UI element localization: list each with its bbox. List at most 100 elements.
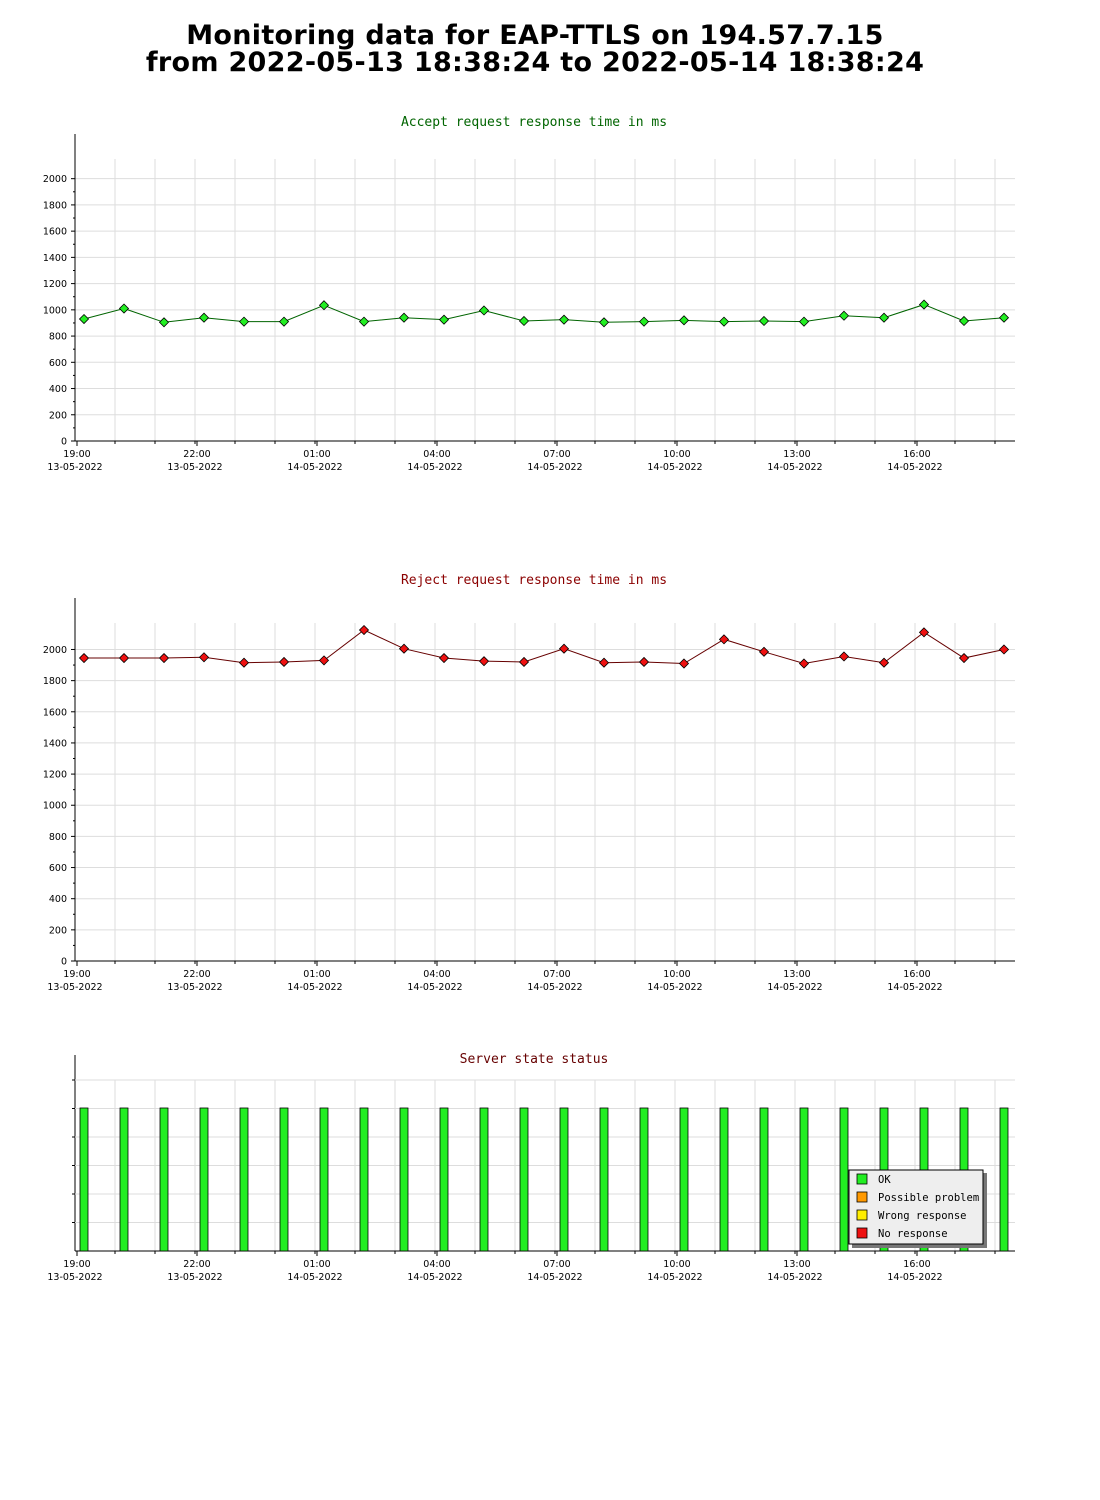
accept-title: Accept request response time in ms	[401, 115, 667, 130]
accept-data-point	[638, 316, 650, 327]
status-bar-ok	[439, 1107, 449, 1252]
status-x-tick-date: 13-05-2022	[47, 1272, 102, 1283]
reject-x-tick-time: 19:00	[63, 969, 90, 980]
accept-data-point	[438, 314, 450, 325]
accept-data-point	[998, 312, 1010, 323]
reject-x-tick-date: 14-05-2022	[407, 982, 462, 993]
accept-y-tick-label: 200	[49, 410, 67, 421]
accept-data-point	[518, 315, 530, 327]
accept-y-tick-label: 1400	[43, 253, 67, 264]
accept-data-point	[878, 312, 890, 323]
status-x-tick-time: 10:00	[663, 1259, 690, 1270]
reject-data-point	[78, 652, 90, 664]
status-bar-ok	[519, 1107, 529, 1252]
status-x-tick-time: 07:00	[543, 1259, 570, 1270]
status-x-tick-date: 14-05-2022	[887, 1272, 942, 1283]
reject-data-point	[838, 651, 850, 662]
accept-data-point	[358, 316, 370, 327]
accept-data-point	[198, 312, 210, 323]
reject-data-point	[438, 652, 450, 664]
accept-y-tick-label: 600	[49, 358, 67, 369]
legend-item-possible-problem-label: Possible problem	[878, 1192, 979, 1204]
reject-data-point	[358, 624, 370, 636]
accept-x-tick-date: 14-05-2022	[647, 462, 702, 473]
reject-x-tick-date: 14-05-2022	[767, 982, 822, 993]
accept-data-point	[958, 315, 970, 327]
reject-x-tick-date: 13-05-2022	[47, 982, 102, 993]
reject-x-tick-date: 14-05-2022	[527, 982, 582, 993]
reject-y-tick-label: 1800	[43, 676, 67, 687]
reject-data-point	[198, 652, 210, 663]
reject-y-tick-label: 1000	[43, 801, 67, 812]
status-bar-ok	[839, 1107, 849, 1252]
reject-y-tick-label: 1600	[43, 707, 67, 718]
reject-x-tick-time: 01:00	[303, 969, 330, 980]
accept-x-tick-date: 14-05-2022	[287, 462, 342, 473]
reject-data-point	[598, 657, 610, 668]
status-x-tick-time: 04:00	[423, 1259, 450, 1270]
accept-x-tick-date: 13-05-2022	[167, 462, 222, 473]
accept-y-tick-label: 1200	[43, 279, 67, 290]
status-bar-ok	[719, 1107, 729, 1252]
status-x-tick-time: 22:00	[183, 1259, 210, 1270]
legend-item-ok-swatch	[856, 1173, 868, 1185]
status-bar-ok	[639, 1107, 649, 1252]
accept-x-tick-date: 14-05-2022	[407, 462, 462, 473]
reject-data-point	[558, 643, 570, 654]
accept-x-tick-date: 13-05-2022	[47, 462, 102, 473]
status-x-tick-date: 14-05-2022	[407, 1272, 462, 1283]
status-bar-ok	[239, 1107, 249, 1252]
reject-title: Reject request response time in ms	[401, 573, 667, 588]
status-chart: Server state status 19:00 13-05-2022 22:00 1…	[47, 1052, 1015, 1283]
status-x-tick-date: 14-05-2022	[527, 1272, 582, 1283]
legend-item-possible-problem-swatch	[856, 1191, 868, 1203]
accept-data-point	[238, 316, 250, 327]
accept-y-tick-label: 0	[61, 437, 67, 448]
accept-y-tick-label: 400	[49, 384, 67, 395]
accept-data-point	[558, 314, 570, 325]
reject-x-tick-date: 14-05-2022	[287, 982, 342, 993]
status-bar-ok	[599, 1107, 609, 1252]
reject-x-tick-time: 04:00	[423, 969, 450, 980]
reject-data-point	[518, 656, 530, 668]
page-title-line-1: Monitoring data for EAP-TTLS on 194.57.7…	[186, 20, 884, 51]
legend-item-wrong-response-swatch	[856, 1209, 868, 1221]
reject-data-point	[158, 652, 170, 664]
reject-y-tick-label: 0	[61, 957, 67, 968]
reject-x-tick-time: 13:00	[783, 969, 810, 980]
status-bar-ok	[399, 1107, 409, 1252]
legend-item-wrong-response-label: Wrong response	[878, 1210, 967, 1222]
status-x-tick-time: 16:00	[903, 1259, 930, 1270]
reject-y-tick-label: 200	[49, 925, 67, 936]
reject-data-point	[678, 658, 690, 669]
accept-data-point	[118, 303, 130, 314]
reject-y-tick-label: 1200	[43, 770, 67, 781]
reject-data-point	[278, 656, 290, 668]
accept-data-point	[838, 310, 850, 321]
accept-y-tick-label: 2000	[43, 174, 67, 185]
accept-x-tick-time: 19:00	[63, 449, 90, 460]
reject-data-point	[118, 652, 130, 664]
legend-item-ok-label: OK	[878, 1174, 891, 1186]
reject-data-point	[478, 656, 490, 667]
status-x-tick-time: 13:00	[783, 1259, 810, 1270]
reject-series-line	[84, 629, 1005, 665]
reject-y-tick-label: 1400	[43, 738, 67, 749]
status-bar-ok	[319, 1107, 329, 1252]
accept-series-line	[83, 304, 1005, 323]
accept-y-tick-label: 1600	[43, 227, 67, 238]
reject-data-point	[878, 657, 890, 668]
accept-x-tick-time: 07:00	[543, 449, 570, 460]
accept-data-point	[598, 317, 610, 328]
reject-x-tick-time: 07:00	[543, 969, 570, 980]
reject-data-point	[638, 656, 650, 668]
status-title: Server state status	[460, 1052, 609, 1067]
status-x-tick-date: 14-05-2022	[287, 1272, 342, 1283]
reject-data-point	[718, 634, 730, 645]
accept-data-point	[718, 316, 730, 327]
accept-data-point	[798, 316, 810, 327]
page-title-line-2: from 2022-05-13 18:38:24 to 2022-05-14 1…	[145, 47, 925, 78]
accept-x-tick-time: 04:00	[423, 449, 450, 460]
reject-x-tick-date: 14-05-2022	[647, 982, 702, 993]
